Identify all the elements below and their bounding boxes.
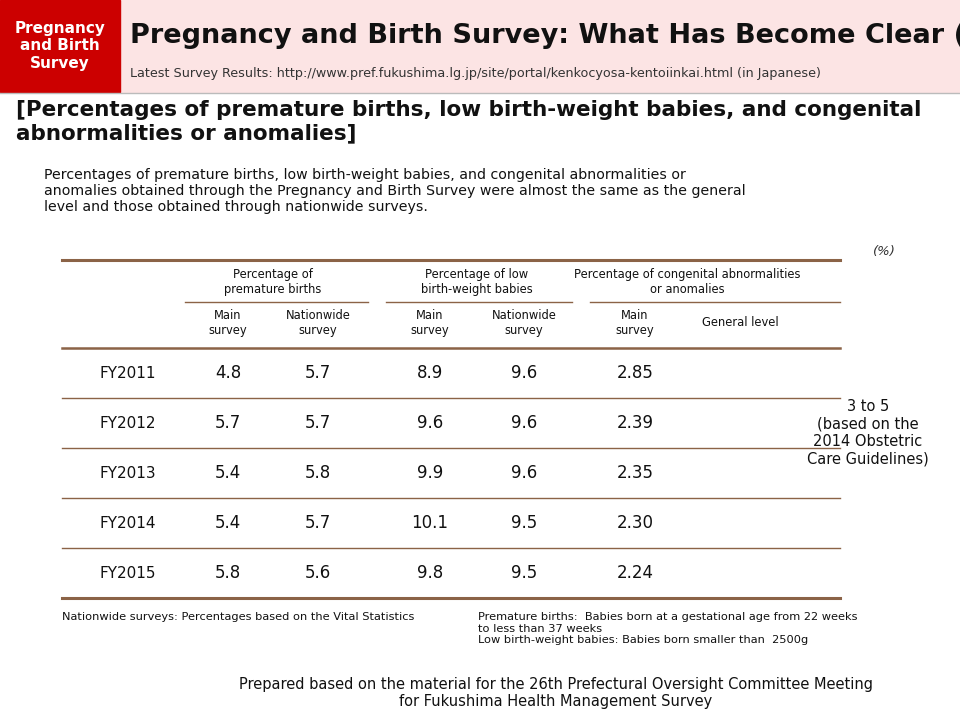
Bar — [0, 0, 960, 92]
Text: 2.35: 2.35 — [616, 464, 654, 482]
Text: Pregnancy and Birth Survey: What Has Become Clear (1/2): Pregnancy and Birth Survey: What Has Bec… — [130, 23, 960, 49]
Text: FY2015: FY2015 — [100, 565, 156, 580]
Text: 9.6: 9.6 — [511, 414, 538, 432]
Text: 2.39: 2.39 — [616, 414, 654, 432]
Text: (%): (%) — [874, 246, 896, 258]
Text: Percentages of premature births, low birth-weight babies, and congenital abnorma: Percentages of premature births, low bir… — [44, 168, 746, 215]
Text: 9.5: 9.5 — [511, 514, 538, 532]
Text: Latest Survey Results: http://www.pref.fukushima.lg.jp/site/portal/kenkocyosa-ke: Latest Survey Results: http://www.pref.f… — [130, 66, 821, 79]
Text: Percentage of
premature births: Percentage of premature births — [225, 268, 322, 296]
Text: Premature births:  Babies born at a gestational age from 22 weeks
to less than 3: Premature births: Babies born at a gesta… — [478, 612, 857, 645]
Text: Main
survey: Main survey — [411, 309, 449, 337]
Text: Main
survey: Main survey — [615, 309, 655, 337]
Text: 10.1: 10.1 — [412, 514, 448, 532]
Text: 5.7: 5.7 — [305, 364, 331, 382]
Text: General level: General level — [702, 317, 779, 330]
Text: 5.8: 5.8 — [305, 464, 331, 482]
Text: [Percentages of premature births, low birth-weight babies, and congenital
abnorm: [Percentages of premature births, low bi… — [16, 100, 922, 143]
Text: Nationwide
survey: Nationwide survey — [492, 309, 557, 337]
Text: 9.8: 9.8 — [417, 564, 444, 582]
Text: 9.6: 9.6 — [511, 364, 538, 382]
Text: Percentage of congenital abnormalities
or anomalies: Percentage of congenital abnormalities o… — [574, 268, 801, 296]
Text: 9.6: 9.6 — [511, 464, 538, 482]
Text: 5.4: 5.4 — [215, 464, 241, 482]
Text: Percentage of low
birth-weight babies: Percentage of low birth-weight babies — [421, 268, 533, 296]
Text: FY2014: FY2014 — [100, 516, 156, 531]
Text: 5.7: 5.7 — [305, 414, 331, 432]
Text: 5.7: 5.7 — [305, 514, 331, 532]
Text: 9.6: 9.6 — [417, 414, 444, 432]
Text: Main
survey: Main survey — [208, 309, 248, 337]
Text: 3 to 5
(based on the
2014 Obstetric
Care Guidelines): 3 to 5 (based on the 2014 Obstetric Care… — [807, 400, 929, 467]
Text: 5.4: 5.4 — [215, 514, 241, 532]
Text: FY2013: FY2013 — [100, 466, 156, 480]
Text: 2.30: 2.30 — [616, 514, 654, 532]
Text: Prepared based on the material for the 26th Prefectural Oversight Committee Meet: Prepared based on the material for the 2… — [239, 677, 873, 709]
Text: 5.8: 5.8 — [215, 564, 241, 582]
Text: 5.6: 5.6 — [305, 564, 331, 582]
Text: Nationwide surveys: Percentages based on the Vital Statistics: Nationwide surveys: Percentages based on… — [62, 612, 415, 622]
Bar — [0, 0, 120, 92]
Text: FY2011: FY2011 — [100, 366, 156, 380]
Text: 4.8: 4.8 — [215, 364, 241, 382]
Text: 9.5: 9.5 — [511, 564, 538, 582]
Text: Nationwide
survey: Nationwide survey — [285, 309, 350, 337]
Text: 2.24: 2.24 — [616, 564, 654, 582]
Text: 2.85: 2.85 — [616, 364, 654, 382]
Text: Pregnancy
and Birth
Survey: Pregnancy and Birth Survey — [14, 21, 106, 71]
Text: 8.9: 8.9 — [417, 364, 444, 382]
Text: 5.7: 5.7 — [215, 414, 241, 432]
Text: 9.9: 9.9 — [417, 464, 444, 482]
Text: FY2012: FY2012 — [100, 415, 156, 431]
